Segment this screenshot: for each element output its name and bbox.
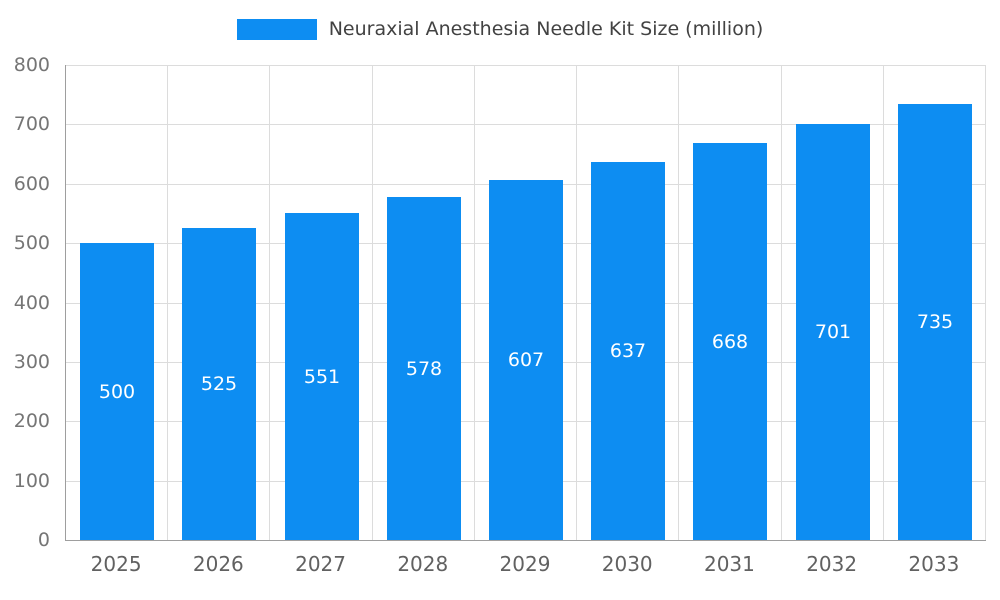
gridline-vertical xyxy=(678,65,679,540)
bar: 668 xyxy=(693,143,767,540)
x-axis-label: 2025 xyxy=(90,552,142,576)
bar: 525 xyxy=(182,228,256,540)
bar-value-label: 637 xyxy=(609,340,647,362)
gridline-vertical xyxy=(781,65,782,540)
x-axis-label: 2027 xyxy=(295,552,346,576)
bar-value-label: 668 xyxy=(711,330,749,353)
bar-value-label: 500 xyxy=(98,380,136,403)
x-axis-label: 2031 xyxy=(703,552,755,576)
x-axis-label: 2032 xyxy=(806,552,858,576)
y-axis-label: 100 xyxy=(13,469,50,492)
bar: 500 xyxy=(80,243,154,540)
gridline-vertical xyxy=(576,65,577,540)
bar-value-label: 578 xyxy=(405,357,443,380)
bar: 735 xyxy=(898,104,972,540)
y-axis-label: 300 xyxy=(13,350,50,373)
gridline-vertical xyxy=(883,65,884,540)
bar-value-label: 701 xyxy=(814,321,852,343)
bar: 578 xyxy=(387,197,461,540)
x-axis: 2025 2026 2027 2028 2029 2030 2031 2032 2033 xyxy=(65,552,985,576)
gridline-vertical xyxy=(167,65,168,540)
x-axis-label: 2030 xyxy=(601,552,653,576)
legend-swatch xyxy=(236,18,317,40)
gridline-horizontal xyxy=(66,124,986,126)
chart-legend: Neuraxial Anesthesia Needle Kit Size (mi… xyxy=(0,18,1000,40)
bar: 637 xyxy=(591,162,665,540)
gridline-vertical xyxy=(372,65,373,540)
bar-value-label: 551 xyxy=(303,365,341,388)
bar-value-label: 525 xyxy=(200,373,238,395)
bar-value-label: 735 xyxy=(916,311,954,333)
y-axis: 0 100 200 300 400 500 600 700 800 xyxy=(0,54,58,551)
gridline-vertical xyxy=(985,65,986,540)
x-axis-label: 2026 xyxy=(192,552,244,576)
y-axis-label: 400 xyxy=(13,291,50,314)
y-axis-label: 200 xyxy=(13,410,50,433)
gridline-vertical xyxy=(474,65,475,540)
y-axis-label: 800 xyxy=(13,54,50,76)
bar: 701 xyxy=(796,124,870,540)
bar-value-label: 607 xyxy=(507,349,545,371)
bar: 551 xyxy=(285,213,359,540)
x-axis-label: 2028 xyxy=(397,552,449,576)
legend-label: Neuraxial Anesthesia Needle Kit Size (mi… xyxy=(328,18,764,40)
y-axis-label: 0 xyxy=(37,529,50,551)
gridline-horizontal xyxy=(66,65,986,66)
y-axis-label: 600 xyxy=(13,172,50,195)
bar: 607 xyxy=(489,180,563,540)
gridline-vertical xyxy=(269,65,270,540)
y-axis-label: 700 xyxy=(13,113,50,136)
plot-area: 500 525 551 578 607 637 668 701 735 xyxy=(65,65,986,541)
x-axis-label: 2033 xyxy=(908,552,960,576)
y-axis-label: 500 xyxy=(13,232,50,255)
x-axis-label: 2029 xyxy=(499,552,551,576)
